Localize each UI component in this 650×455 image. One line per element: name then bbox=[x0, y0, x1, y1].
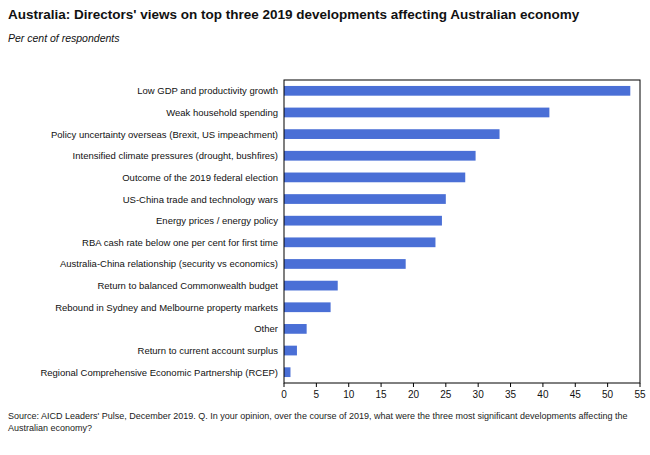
x-tick-label: 0 bbox=[281, 389, 287, 400]
category-label: Regional Comprehensive Economic Partners… bbox=[40, 367, 278, 378]
bar bbox=[284, 281, 338, 291]
x-tick bbox=[640, 383, 641, 387]
x-tick-label: 45 bbox=[570, 389, 582, 400]
bar bbox=[284, 194, 446, 204]
bar bbox=[284, 346, 297, 356]
category-label: Policy uncertainty overseas (Brexit, US … bbox=[51, 129, 278, 140]
category-label: Australia-China relationship (security v… bbox=[60, 258, 278, 269]
x-tick-label: 25 bbox=[440, 389, 452, 400]
x-tick bbox=[542, 383, 543, 387]
x-tick bbox=[478, 383, 479, 387]
category-label: Return to current account surplus bbox=[138, 345, 279, 356]
x-tick-label: 10 bbox=[343, 389, 355, 400]
bar bbox=[284, 302, 331, 312]
x-tick bbox=[381, 383, 382, 387]
chart: Australia: Directors' views on top three… bbox=[0, 0, 650, 455]
x-tick-label: 55 bbox=[634, 389, 646, 400]
x-tick bbox=[284, 383, 285, 387]
bar bbox=[284, 129, 500, 139]
bar bbox=[284, 216, 442, 226]
source-note: Source: AICD Leaders' Pulse, December 20… bbox=[8, 410, 638, 434]
category-label: Rebound in Sydney and Melbourne property… bbox=[55, 302, 278, 313]
x-tick-label: 30 bbox=[473, 389, 485, 400]
x-tick bbox=[575, 383, 576, 387]
x-tick-label: 5 bbox=[314, 389, 320, 400]
bar bbox=[284, 259, 406, 269]
bar bbox=[284, 367, 290, 377]
category-label: Intensified climate pressures (drought, … bbox=[73, 150, 278, 161]
bar bbox=[284, 324, 307, 334]
x-tick-label: 20 bbox=[408, 389, 420, 400]
bars bbox=[284, 86, 630, 377]
category-label: Weak household spending bbox=[166, 107, 278, 118]
subtitle: Per cent of respondents bbox=[8, 32, 120, 44]
category-label: RBA cash rate below one per cent for fir… bbox=[82, 237, 278, 248]
category-label: Other bbox=[254, 323, 278, 334]
category-label: Low GDP and productivity growth bbox=[137, 85, 278, 96]
x-tick-label: 35 bbox=[505, 389, 517, 400]
category-label: Return to balanced Commonwealth budget bbox=[97, 280, 278, 291]
category-label: US-China trade and technology wars bbox=[123, 194, 279, 205]
bar bbox=[284, 86, 630, 96]
category-label: Outcome of the 2019 federal election bbox=[122, 172, 278, 183]
bar bbox=[284, 237, 435, 247]
title: Australia: Directors' views on top three… bbox=[8, 7, 580, 22]
x-tick-label: 50 bbox=[602, 389, 614, 400]
bar bbox=[284, 108, 549, 118]
x-tick-label: 15 bbox=[376, 389, 388, 400]
x-tick bbox=[445, 383, 446, 387]
bar bbox=[284, 151, 476, 161]
x-tick bbox=[607, 383, 608, 387]
x-tick bbox=[348, 383, 349, 387]
x-tick-label: 40 bbox=[537, 389, 549, 400]
bar bbox=[284, 173, 465, 183]
x-tick bbox=[316, 383, 317, 387]
x-tick bbox=[510, 383, 511, 387]
category-label: Energy prices / energy policy bbox=[156, 215, 278, 226]
x-tick bbox=[413, 383, 414, 387]
plot-frame bbox=[284, 80, 640, 383]
